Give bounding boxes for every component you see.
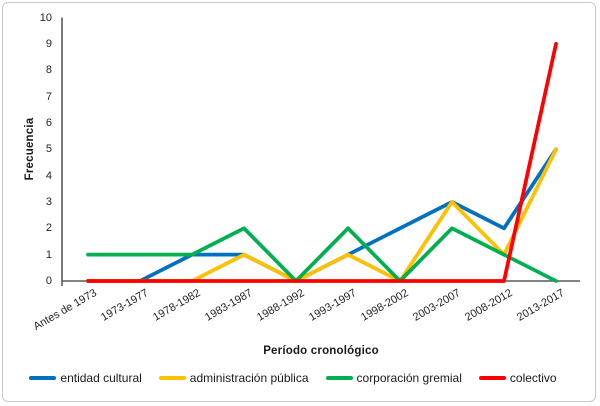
series-line-0 (86, 147, 558, 283)
legend-item-1: administración pública (158, 371, 309, 385)
y-tick-label: 2 (45, 222, 52, 235)
series-line-3 (86, 41, 558, 283)
chart-legend: entidad cultural administración pública co… (0, 371, 586, 385)
legend-label: entidad cultural (60, 371, 142, 385)
y-tick-label: 1 (45, 248, 52, 261)
y-tick-label: 4 (45, 169, 52, 182)
legend-swatch-icon (29, 376, 57, 380)
y-tick-label: 9 (45, 37, 52, 50)
legend-label: administración pública (189, 371, 309, 385)
series-line-2 (86, 226, 558, 283)
legend-label: colectivo (509, 371, 557, 385)
legend-item-0: entidad cultural (29, 371, 142, 385)
y-tick-label: 7 (45, 90, 52, 103)
y-tick-label: 5 (45, 143, 52, 156)
y-tick-label: 3 (45, 195, 52, 208)
legend-swatch-icon (325, 376, 353, 380)
series-line-1 (86, 147, 558, 283)
y-tick-label: 8 (45, 64, 52, 77)
y-tick-label: 0 (45, 275, 52, 287)
y-axis-title: Frecuencia (24, 117, 36, 181)
legend-swatch-icon (478, 376, 506, 380)
y-tick-label: 10 (39, 11, 52, 24)
axis-lines (61, 17, 580, 286)
x-axis-title: Período cronológico (263, 345, 379, 357)
legend-item-3: colectivo (478, 371, 557, 385)
legend-item-2: corporación gremial (325, 371, 462, 385)
legend-label: corporación gremial (356, 371, 462, 385)
chart-figure-border (2, 2, 596, 402)
y-tick-label: 6 (45, 116, 52, 129)
legend-swatch-icon (158, 376, 186, 380)
